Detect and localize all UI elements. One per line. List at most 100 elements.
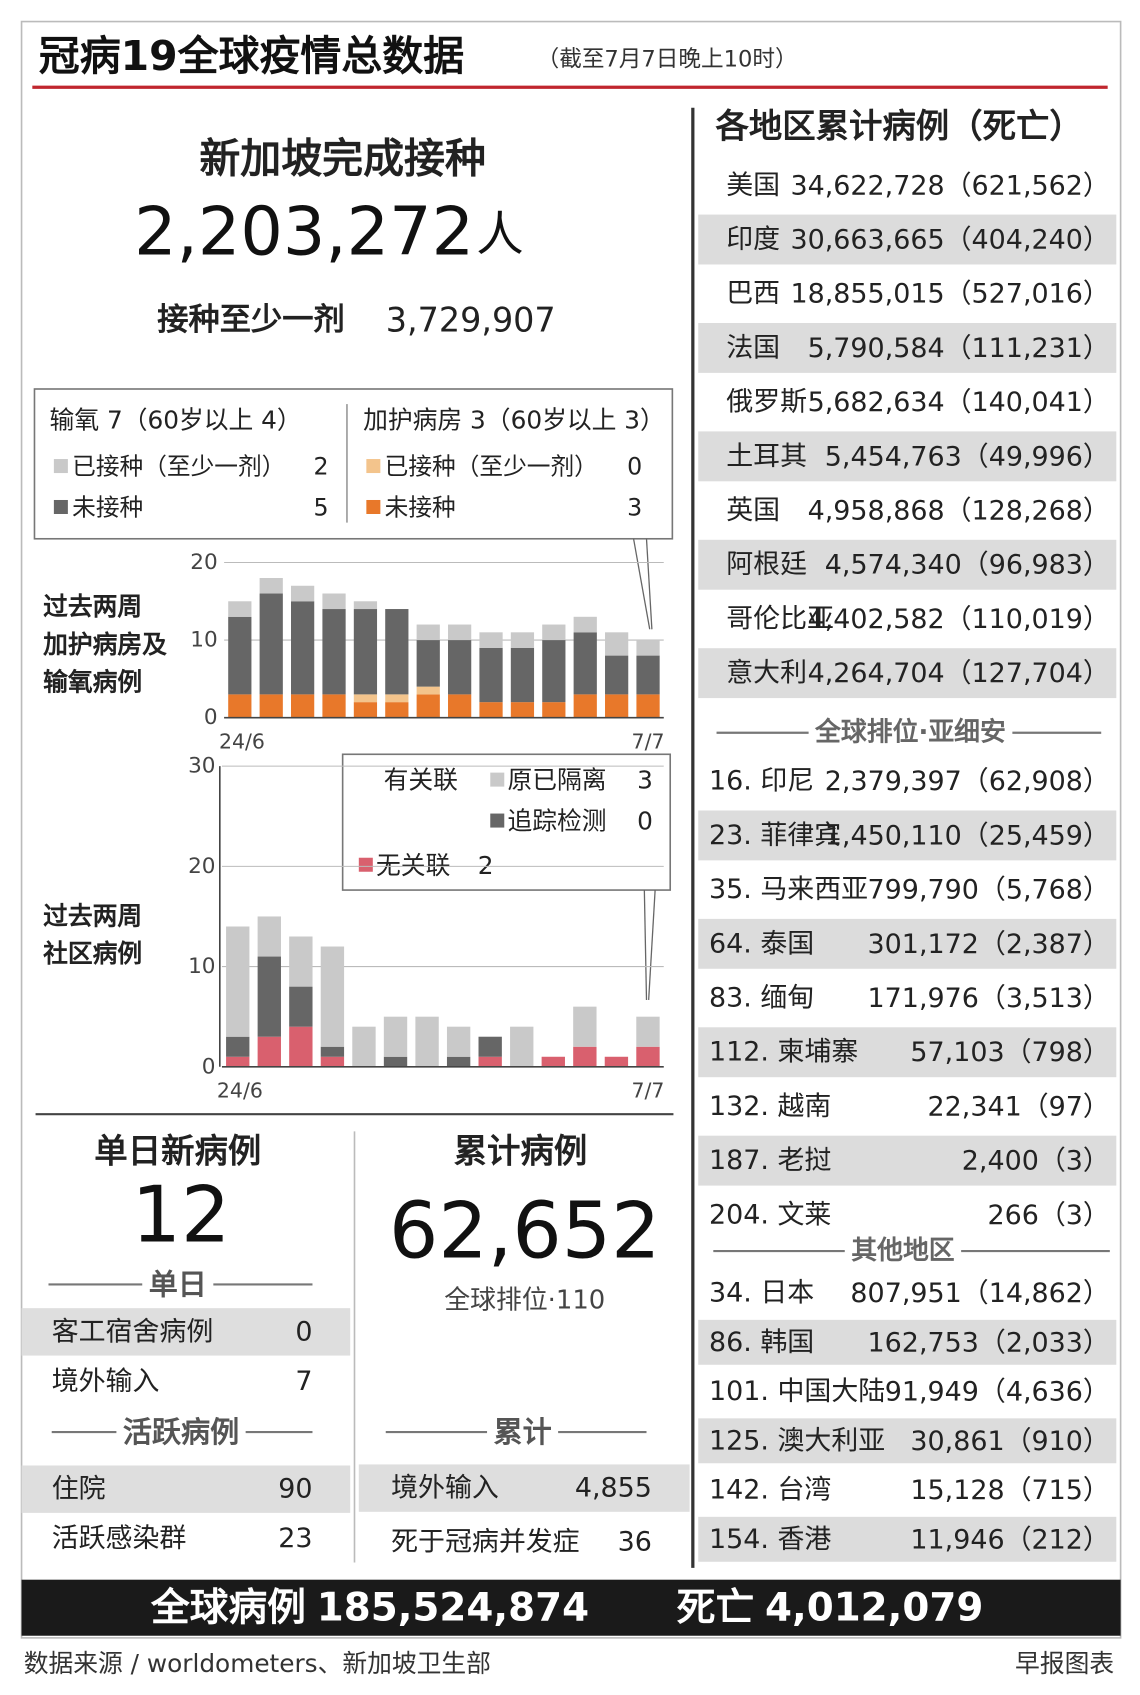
- region-deaths: （140,041）: [945, 387, 1110, 418]
- region-name: 印度: [726, 224, 780, 255]
- y-tick-label: 20: [188, 854, 215, 879]
- region-cases: 807,951: [850, 1278, 961, 1309]
- row-shade: [698, 918, 1117, 969]
- vaccination-unit: 人: [476, 207, 523, 262]
- bar-segment: [542, 640, 566, 703]
- daily-total: 12: [132, 1170, 231, 1260]
- region-deaths: （715）: [1005, 1475, 1110, 1506]
- legend-count: 3: [627, 494, 642, 522]
- region-name: 132. 越南: [709, 1091, 831, 1122]
- region-cases: 18,855,015: [790, 278, 944, 309]
- row-label: 境外输入: [391, 1473, 499, 1504]
- bar-segment: [289, 936, 313, 987]
- region-cases: 266: [987, 1199, 1038, 1230]
- bar-segment: [605, 655, 629, 695]
- bar-segment: [385, 609, 409, 695]
- bar-segment: [573, 694, 597, 718]
- region-cases: 4,574,340: [825, 549, 962, 580]
- region-name: 125. 澳大利亚: [709, 1425, 885, 1456]
- region-deaths: （127,704）: [945, 658, 1110, 689]
- partial-label: 接种至少一剂: [157, 302, 344, 338]
- legend-title: 输氧 7（60岁以上 4）: [50, 406, 302, 435]
- bar-segment: [352, 1026, 376, 1067]
- region-deaths: （3）: [1039, 1145, 1110, 1176]
- region-deaths: （96,983）: [962, 549, 1110, 580]
- global-deaths-label: 死亡: [677, 1585, 755, 1630]
- row-shade: [698, 322, 1117, 373]
- region-name: 俄罗斯: [726, 387, 807, 418]
- bar-segment: [510, 1026, 534, 1067]
- region-figures: 301,172（2,387）: [868, 928, 1110, 959]
- region-figures: 5,454,763（49,996）: [825, 441, 1110, 472]
- chart-title: 加护病房及: [43, 630, 167, 659]
- section-heading: 活跃病例: [123, 1415, 239, 1449]
- row-shade: [698, 1135, 1117, 1186]
- region-figures: 4,264,704（127,704）: [808, 658, 1110, 689]
- bar-segment: [259, 578, 283, 594]
- legend-count: 0: [627, 453, 642, 481]
- region-figures: 18,855,015（527,016）: [790, 278, 1109, 309]
- region-figures: 4,958,868（128,268）: [808, 495, 1110, 526]
- region-cases: 30,663,665: [790, 224, 944, 255]
- bar-segment: [320, 1056, 345, 1067]
- legend-swatch: [490, 772, 505, 787]
- bar-segment: [542, 702, 566, 718]
- region-cases: 171,976: [868, 983, 979, 1014]
- row-value: 36: [618, 1526, 652, 1557]
- x-tick-label: 24/6: [219, 729, 265, 753]
- section-heading: 单日: [149, 1267, 207, 1301]
- bar-segment: [226, 1036, 250, 1057]
- region-cases: 91,949: [885, 1376, 979, 1407]
- region-figures: 11,946（212）: [910, 1524, 1109, 1555]
- chart-title: 过去两周: [43, 901, 142, 930]
- legend-box: [341, 753, 672, 891]
- bar-segment: [479, 647, 503, 703]
- region-figures: 22,341（97）: [928, 1091, 1110, 1122]
- bar-segment: [510, 647, 535, 703]
- bar-segment: [448, 624, 472, 641]
- bar-segment: [228, 601, 252, 617]
- region-figures: 91,949（4,636）: [885, 1376, 1110, 1407]
- bar-segment: [226, 1056, 250, 1067]
- bar-segment: [510, 702, 535, 718]
- bar-segment: [320, 1046, 345, 1057]
- row-value: 4,855: [575, 1473, 652, 1504]
- bar-segment: [605, 694, 629, 718]
- row-shade: [698, 1027, 1117, 1078]
- partial-value: 3,729,907: [386, 301, 556, 340]
- region-cases: 34,622,728: [790, 170, 944, 201]
- region-name: 204. 文莱: [709, 1199, 831, 1230]
- region-figures: 57,103（798）: [910, 1037, 1109, 1068]
- region-cases: 22,341: [928, 1091, 1022, 1122]
- region-cases: 4,264,704: [808, 658, 945, 689]
- region-deaths: （212）: [1005, 1524, 1110, 1555]
- bar-segment: [385, 702, 409, 718]
- region-figures: 15,128（715）: [910, 1475, 1109, 1506]
- legend-label: 无关联: [376, 851, 450, 880]
- global-deaths-value: 4,012,079: [765, 1585, 983, 1630]
- legend-count: 3: [637, 766, 653, 795]
- x-tick-label: 24/6: [217, 1078, 263, 1102]
- subtitle: （截至7月7日晚上10时）: [537, 46, 798, 72]
- region-figures: 5,682,634（140,041）: [808, 387, 1110, 418]
- region-cases: 5,454,763: [825, 441, 962, 472]
- row-label: 境外输入: [52, 1366, 160, 1397]
- region-figures: 807,951（14,862）: [850, 1278, 1109, 1309]
- region-cases: 1,450,110: [825, 820, 962, 851]
- row-shade: [21, 1308, 351, 1356]
- region-deaths: （4,636）: [979, 1376, 1110, 1407]
- title: 冠病19全球疫情总数据: [39, 32, 464, 80]
- legend-swatch: [53, 459, 68, 474]
- x-tick-label: 7/7: [631, 1078, 664, 1102]
- row-shade: [21, 1465, 351, 1513]
- y-tick-label: 20: [190, 550, 217, 575]
- region-name: 土耳其: [726, 441, 807, 472]
- region-deaths: （128,268）: [945, 495, 1110, 526]
- regions-title: 各地区累计病例（死亡）: [714, 107, 1082, 146]
- region-deaths: （3）: [1039, 1199, 1110, 1230]
- region-deaths: （62,908）: [962, 766, 1110, 797]
- region-deaths: （621,562）: [945, 170, 1110, 201]
- row-shade: [698, 539, 1117, 590]
- row-value: 0: [295, 1316, 312, 1347]
- region-figures: 4,574,340（96,983）: [825, 549, 1110, 580]
